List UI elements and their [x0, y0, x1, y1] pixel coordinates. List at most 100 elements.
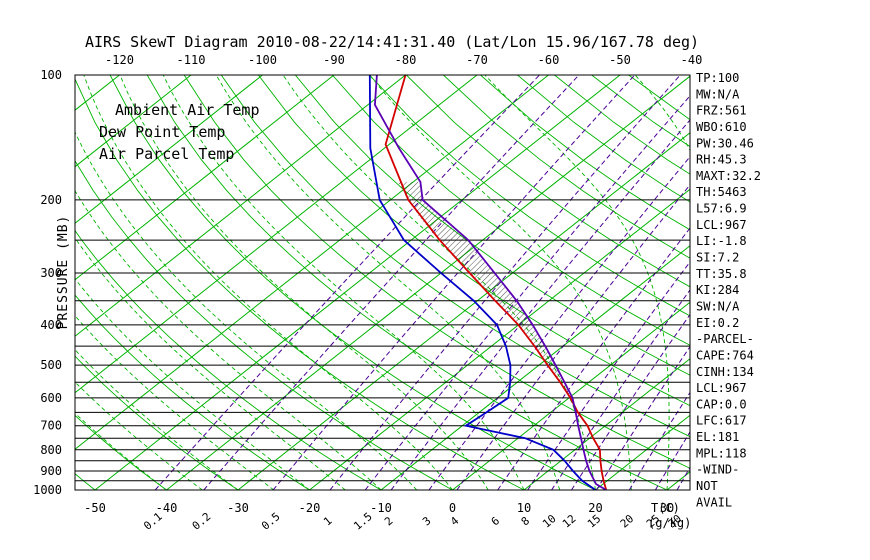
top-temp-tick-label: -110	[177, 53, 206, 67]
top-temp-tick-label: -50	[609, 53, 631, 67]
isotherm-line	[739, 75, 870, 490]
dry-adiabat-line	[0, 75, 24, 490]
isotherm-line	[75, 75, 192, 168]
top-temp-tick-label: -100	[248, 53, 277, 67]
mixing-ratio-tick-label: 6	[489, 514, 502, 528]
stats-panel: TP:100 MW:N/A FRZ:561 WBO:610 PW:30.46 RH:45.…	[696, 71, 761, 509]
top-temp-tick-label: -90	[323, 53, 345, 67]
dewpoint-temp-line	[368, 75, 597, 490]
mixing-ratio-tick-label: 3	[420, 514, 433, 528]
legend-item-0: Ambient Air Temp	[115, 101, 260, 119]
stat-line: CINH:134	[696, 365, 754, 379]
mixing-ratio-line	[203, 75, 580, 490]
mixing-ratio-line	[364, 95, 690, 490]
bottom-temp-tick-label: -40	[156, 501, 178, 515]
pressure-tick-label: 700	[40, 419, 62, 433]
temp-unit-label: T(C)	[651, 501, 680, 515]
top-temp-tick-label: -120	[105, 53, 134, 67]
stat-line: TP:100	[696, 71, 739, 85]
parcel-temp-line	[373, 75, 607, 490]
pressure-tick-label: 800	[40, 443, 62, 457]
pressure-tick-label: 300	[40, 266, 62, 280]
isotherm-line	[309, 188, 690, 490]
bottom-temp-tick-label: 0	[449, 501, 456, 515]
top-temp-tick-label: -80	[395, 53, 417, 67]
cape-hatch-area	[397, 181, 574, 403]
mixing-ratio-line	[329, 75, 681, 490]
isobars	[75, 74, 690, 491]
mixing-unit-label: (g/kg)	[648, 516, 691, 530]
stat-line: -PARCEL-	[696, 332, 754, 346]
mixing-ratio-tick-label: 0.5	[259, 510, 283, 533]
ambient-temp-line	[384, 75, 608, 490]
bottom-temp-tick-label: -20	[299, 501, 321, 515]
stat-line: TH:5463	[696, 185, 747, 199]
pressure-tick-label: 1000	[33, 483, 62, 497]
isotherm-line	[595, 414, 690, 490]
pressure-axis-label: PRESSURE (MB)	[56, 215, 71, 330]
stat-line: PW:30.46	[696, 136, 754, 150]
dry-adiabat-line	[294, 75, 690, 376]
stat-line: LFC:617	[696, 414, 747, 428]
dry-adiabat-line	[369, 75, 690, 317]
mixing-ratio-tick-label: 10	[540, 512, 559, 530]
stat-line: TT:35.8	[696, 267, 747, 281]
mixing-ratio-tick-label: 12	[560, 512, 579, 530]
top-temp-tick-label: -60	[538, 53, 560, 67]
stat-line: KI:284	[696, 283, 739, 297]
stat-line: MAXT:32.2	[696, 169, 761, 183]
bottom-temp-tick-label: 10	[517, 501, 531, 515]
mixing-ratio-tick-label: 1	[321, 514, 334, 528]
isotherm-line	[75, 75, 549, 450]
pressure-tick-label: 900	[40, 464, 62, 478]
pressure-tick-label: 200	[40, 193, 62, 207]
dry-adiabat-line	[257, 75, 690, 407]
isotherm-line	[452, 301, 690, 490]
mixing-ratio-tick-label: 2	[382, 514, 395, 528]
stat-line: RH:45.3	[696, 153, 747, 167]
mixing-ratio-line	[497, 227, 690, 490]
isotherm-line	[75, 75, 263, 224]
bottom-temp-tick-label: 20	[588, 501, 602, 515]
stat-line: SW:N/A	[696, 300, 740, 314]
sounding-profiles	[368, 75, 608, 490]
mixing-ratio-tick-label: 20	[618, 512, 637, 530]
stat-line: MW:N/A	[696, 87, 740, 101]
plot-frame	[74, 74, 691, 491]
bottom-temp-tick-label: -50	[84, 501, 106, 515]
stat-line: AVAIL	[696, 495, 732, 509]
mixing-ratio-tick-label: 8	[519, 514, 532, 528]
stat-line: CAP:0.0	[696, 397, 747, 411]
stat-line: -WIND-	[696, 463, 739, 477]
pressure-tick-label: 500	[40, 358, 62, 372]
stat-line: L57:6.9	[696, 202, 747, 216]
stat-line: LCL:967	[696, 381, 747, 395]
stat-line: SI:7.2	[696, 251, 739, 265]
isotherm-line	[523, 358, 690, 490]
stat-line: FRZ:561	[696, 104, 747, 118]
bottom-temp-tick-label: -30	[227, 501, 249, 515]
pressure-tick-label: 100	[40, 68, 62, 82]
stat-line: LCL:967	[696, 218, 747, 232]
top-temp-tick-label: -70	[466, 53, 488, 67]
mixing-ratio-tick-label: 0.2	[190, 510, 214, 533]
dry-adiabat-line	[443, 75, 690, 259]
bottom-temp-tick-label: 30	[660, 501, 674, 515]
stat-line: MPL:118	[696, 446, 747, 460]
mixing-ratio-line	[654, 431, 690, 490]
mixing-ratio-tick-label: 4	[448, 514, 462, 528]
isotherm-line	[94, 75, 621, 490]
isotherm-line	[75, 75, 478, 394]
chart-title: AIRS SkewT Diagram 2010-08-22/14:41:31.4…	[85, 33, 699, 51]
mixing-ratio-line	[390, 119, 690, 490]
isotherm-line	[380, 245, 690, 490]
stat-line: NOT	[696, 479, 718, 493]
stat-line: EL:181	[696, 430, 739, 444]
legend-item-2: Air Parcel Temp	[99, 145, 234, 163]
stat-line: WBO:610	[696, 120, 747, 134]
pressure-tick-label: 600	[40, 391, 62, 405]
top-temp-tick-label: -40	[681, 53, 703, 67]
pressure-tick-label: 400	[40, 318, 62, 332]
stat-line: CAPE:764	[696, 348, 754, 362]
